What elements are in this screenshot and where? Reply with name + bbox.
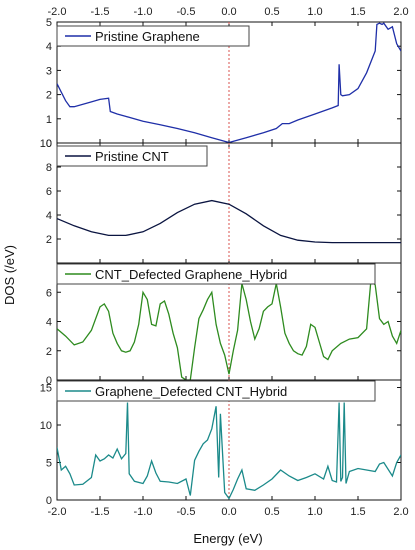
legend-box <box>56 380 376 402</box>
y-tick-label: 10 <box>40 420 52 432</box>
panel-1: 0 1 2 3 4 5 Pristine Graphene <box>46 17 402 150</box>
y-tick-label: 4 <box>46 210 52 222</box>
legend-label: Pristine Graphene <box>95 29 200 44</box>
x-tick-label-top: -1.5 <box>91 6 110 18</box>
x-tick-label-bottom: -2.0 <box>48 506 67 518</box>
x-tick-label-top: -0.5 <box>177 6 196 18</box>
legend-box <box>56 25 250 47</box>
x-tick-label-bottom: 1.5 <box>350 506 365 518</box>
panel-4: 0 5 10 15 Graphene_Defected CNT_Hybrid <box>40 379 402 507</box>
x-tick-label-top: 1.0 <box>307 6 322 18</box>
panels-group: 0 1 2 3 4 5 Pristine Graphene 2 4 6 8 10 Pristine CN… <box>40 17 402 507</box>
y-tick-label: 4 <box>46 41 52 53</box>
x-tick-label-bottom: -1.0 <box>134 506 153 518</box>
y-tick-label: 8 <box>46 162 52 174</box>
y-tick-label: 6 <box>46 287 52 299</box>
y-tick-label: 10 <box>40 138 52 150</box>
x-tick-label-top: 0.5 <box>264 6 279 18</box>
series-line-4 <box>57 402 401 500</box>
y-tick-label: 6 <box>46 186 52 198</box>
legend-label: Pristine CNT <box>95 149 169 164</box>
y-tick-label: 5 <box>46 17 52 29</box>
x-tick-label-top: -1.0 <box>134 6 153 18</box>
y-tick-label: 2 <box>46 234 52 246</box>
series-line-2 <box>57 199 401 244</box>
panel-2: 2 4 6 8 10 Pristine CNT <box>40 138 402 264</box>
y-tick-label: 1 <box>46 114 52 126</box>
y-tick-label: 5 <box>46 458 52 470</box>
x-tick-label-bottom: 0.5 <box>264 506 279 518</box>
x-tick-label-top: 0.0 <box>221 6 236 18</box>
x-tick-label-bottom: -1.5 <box>91 506 110 518</box>
legend-label: Graphene_Defected CNT_Hybrid <box>95 384 287 399</box>
x-tick-label-top: 2.0 <box>393 6 408 18</box>
y-tick-label: 4 <box>46 317 52 329</box>
y-tick-label: 0 <box>46 495 52 507</box>
series-line-3 <box>57 279 401 380</box>
x-axis-label: Energy (eV) <box>193 531 262 546</box>
x-tick-label-top: -2.0 <box>48 6 67 18</box>
y-tick-label: 15 <box>40 383 52 395</box>
y-tick-label: 2 <box>46 90 52 102</box>
y-tick-label: 0 <box>46 138 52 150</box>
legend-box <box>56 263 376 285</box>
x-axis-bottom: -2.0 -1.5 -1.0 -0.5 0.0 0.5 1.0 1.5 2.0 <box>48 506 409 518</box>
y-tick-label: 3 <box>46 65 52 77</box>
y-axis-label: DOS (/eV) <box>2 245 17 305</box>
legend-label: CNT_Defected Graphene_Hybrid <box>95 267 287 282</box>
x-tick-label-bottom: 2.0 <box>393 506 408 518</box>
x-tick-label-bottom: -0.5 <box>177 506 196 518</box>
x-axis-top: -2.0 -1.5 -1.0 -0.5 0.0 0.5 1.0 1.5 2.0 <box>48 6 409 18</box>
legend-box <box>56 145 208 167</box>
x-tick-label-bottom: 0.0 <box>221 506 236 518</box>
panel-3: 0 2 4 6 CNT_Defected Graphene_Hybrid <box>46 262 402 387</box>
y-tick-label: 2 <box>46 346 52 358</box>
x-tick-label-top: 1.5 <box>350 6 365 18</box>
x-tick-label-bottom: 1.0 <box>307 506 322 518</box>
y-tick-label: 0 <box>46 375 52 387</box>
series-line-1 <box>57 22 401 143</box>
